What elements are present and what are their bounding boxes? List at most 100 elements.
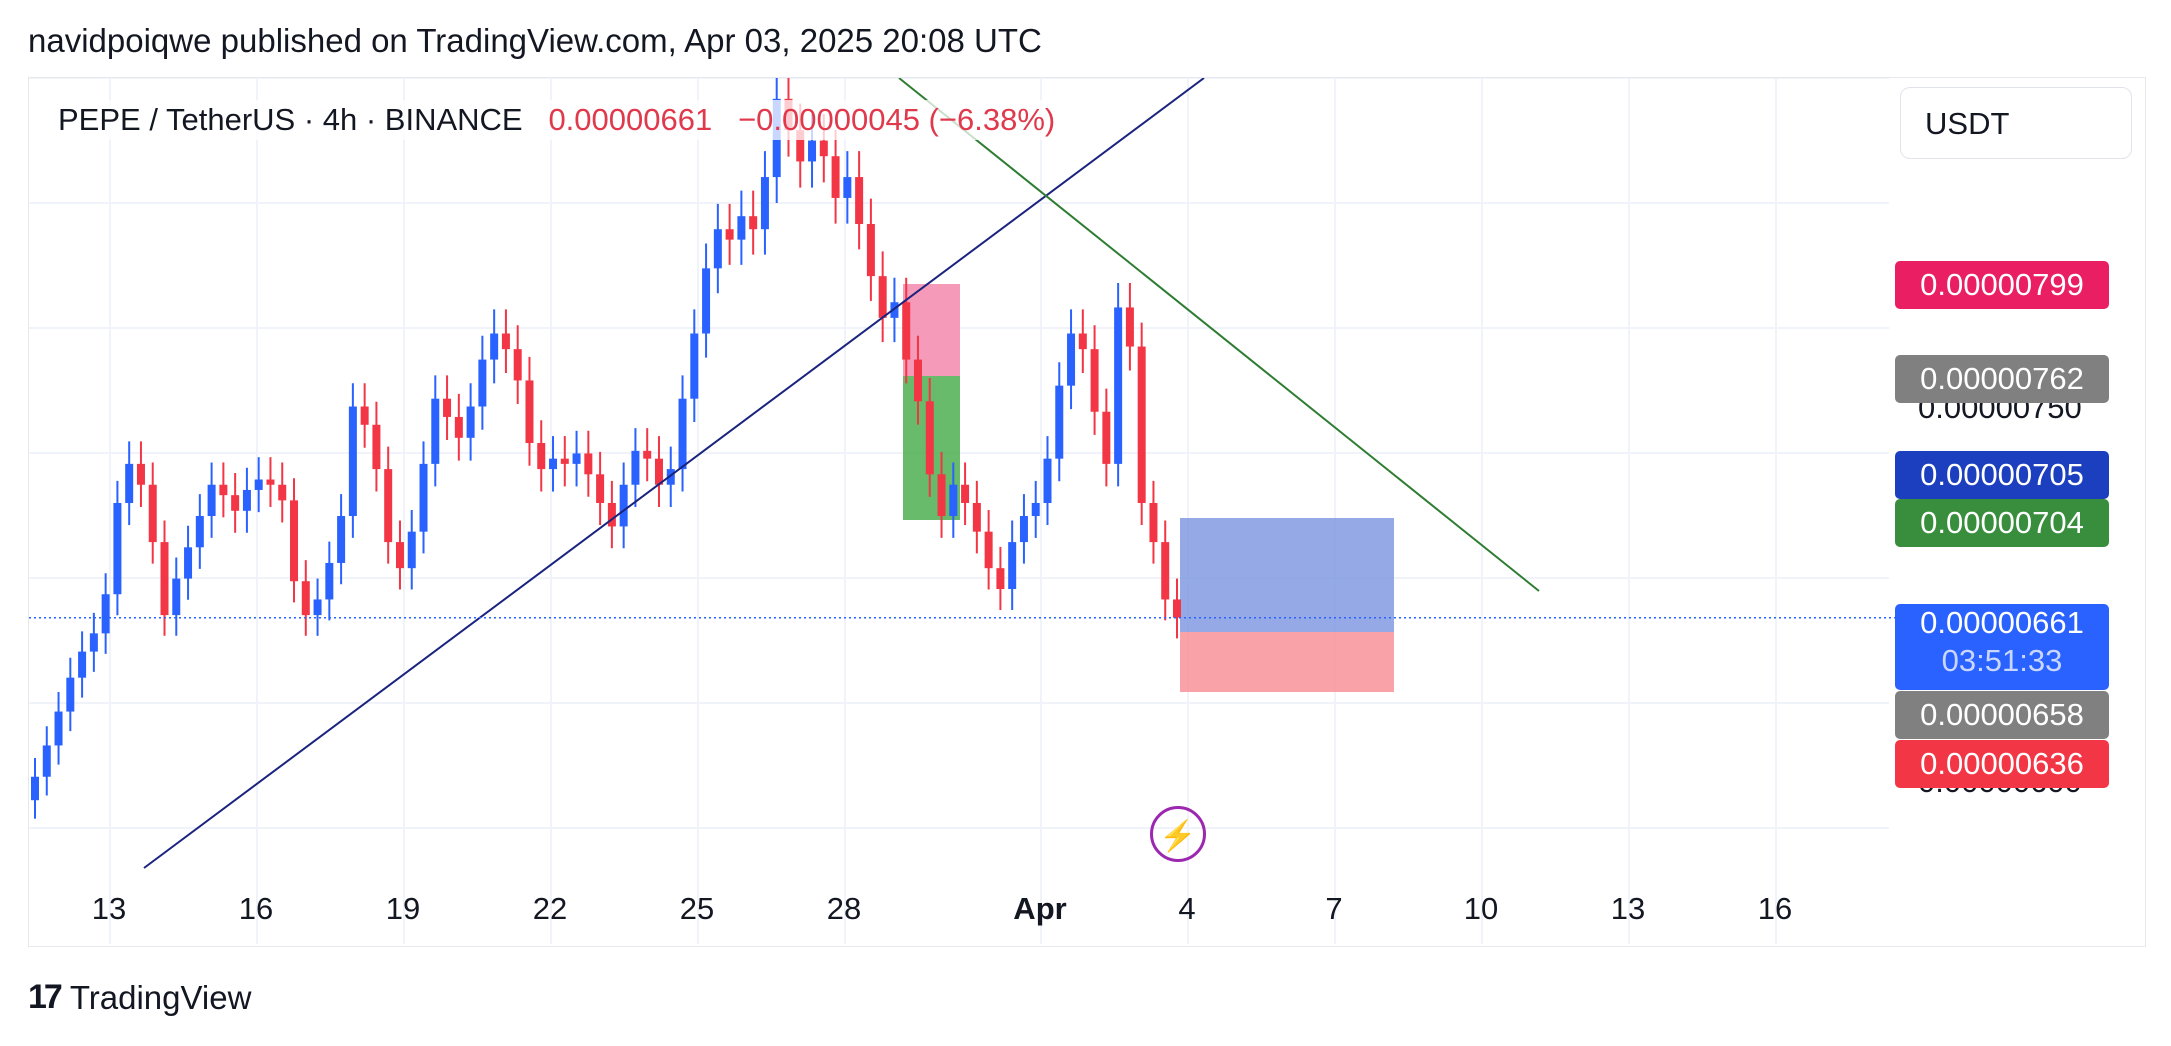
x-tick-label: 16: [1757, 891, 1793, 926]
downtrend-line: [898, 78, 1540, 592]
candle-body: [231, 495, 240, 511]
candle-body: [866, 224, 875, 277]
candle-body: [549, 458, 558, 470]
tv-logo-icon: 17: [28, 978, 63, 1016]
candle-body: [348, 406, 357, 517]
candle-body: [831, 156, 840, 198]
candle-body: [643, 450, 652, 459]
candle-body: [337, 516, 346, 563]
candle-body: [113, 502, 122, 595]
candle-body: [160, 542, 169, 616]
candle-body: [78, 651, 87, 678]
candle-body: [1137, 346, 1146, 503]
candle-body: [266, 479, 275, 485]
candle-body: [949, 484, 958, 517]
candle-body: [125, 463, 134, 503]
candle-body: [1043, 458, 1052, 503]
price-tag-0: 0.00000799: [1895, 261, 2109, 309]
candle-body: [219, 484, 228, 496]
candle-body: [1031, 502, 1040, 517]
candle-body: [313, 599, 322, 616]
candle-body: [195, 516, 204, 548]
candle-body: [737, 216, 746, 240]
x-tick-label: 7: [1325, 891, 1343, 926]
candle-body: [890, 302, 899, 318]
price-tag-3: 0.00000704: [1895, 499, 2109, 547]
price-chart[interactable]: [29, 78, 2145, 946]
candle-body: [443, 398, 452, 417]
candle-body: [1078, 333, 1087, 350]
candle-body: [172, 578, 181, 616]
candle-body: [1102, 411, 1111, 464]
candle-body: [360, 406, 369, 425]
price-tag-4: 0.00000661 03:51:33: [1895, 604, 2109, 690]
candle-body: [961, 484, 970, 503]
candle-body: [1125, 307, 1134, 347]
candle-body: [1008, 542, 1017, 590]
candle-body: [984, 531, 993, 569]
candle-body: [913, 359, 922, 402]
candle-body: [454, 416, 463, 438]
target-zone-blue: [1180, 518, 1394, 632]
x-tick-label: 13: [1610, 891, 1646, 926]
candle-body: [666, 469, 675, 485]
price-tag-2: 0.00000705: [1895, 451, 2109, 499]
candle-body: [972, 502, 981, 532]
tradingview-logo[interactable]: 17 TradingView: [28, 978, 251, 1017]
x-tick-label: 28: [826, 891, 862, 926]
lightning-icon[interactable]: ⚡: [1150, 806, 1206, 862]
candle-body: [843, 177, 852, 198]
candle-body: [749, 216, 758, 230]
candle-body: [596, 474, 605, 503]
current-price-value: 0.00000661: [1920, 605, 2084, 640]
candle-body: [1149, 502, 1158, 543]
uptrend-line: [143, 78, 1205, 869]
publish-header: navidpoiqwe published on TradingView.com…: [28, 22, 1042, 59]
candle-body: [301, 581, 310, 616]
currency-button[interactable]: USDT: [1900, 87, 2132, 159]
stop-zone-red: [1180, 632, 1394, 692]
candle-body: [819, 140, 828, 157]
candle-body: [902, 302, 911, 360]
x-tick-label: 25: [679, 891, 715, 926]
x-tick-label: 10: [1463, 891, 1499, 926]
x-tick-label: 16: [238, 891, 274, 926]
candle-body: [878, 276, 887, 318]
candle-body: [242, 489, 251, 511]
last-price-label: 0.00000661: [548, 102, 713, 137]
price-tag-1: 0.00000762: [1895, 355, 2109, 403]
candle-body: [537, 443, 546, 470]
price-tag-5: 0.00000658: [1895, 691, 2109, 739]
symbol-legend: PEPE / TetherUS · 4h · BINANCE 0.0000066…: [52, 100, 1062, 140]
candle-body: [572, 453, 581, 464]
candle-body: [1090, 349, 1099, 412]
bar-countdown: 03:51:33: [1941, 643, 2063, 678]
candle-body: [678, 398, 687, 470]
chart-frame: [28, 77, 2146, 947]
symbol-label: PEPE / TetherUS · 4h · BINANCE: [58, 102, 523, 137]
candle-body: [525, 380, 534, 444]
x-tick-label: 22: [532, 891, 568, 926]
candle-body: [654, 458, 663, 485]
candle-body: [419, 463, 428, 532]
candle-body: [808, 140, 817, 162]
candle-body: [925, 401, 934, 475]
candle-body: [584, 453, 593, 475]
candle-body: [66, 677, 75, 712]
candle-body: [148, 484, 157, 543]
candle-body: [254, 479, 263, 490]
candle-body: [466, 406, 475, 438]
candle-body: [937, 474, 946, 517]
candle-body: [1173, 599, 1181, 618]
candle-body: [631, 450, 640, 485]
candle-body: [278, 484, 287, 501]
candle-body: [431, 398, 440, 464]
candle-body: [619, 484, 628, 527]
candle-body: [490, 333, 499, 360]
order-block-pink: [903, 284, 960, 376]
candle-body: [796, 130, 805, 162]
candle-body: [1161, 542, 1170, 600]
candle-body: [855, 177, 864, 225]
candle-body: [290, 500, 299, 582]
candle-body: [607, 502, 616, 527]
